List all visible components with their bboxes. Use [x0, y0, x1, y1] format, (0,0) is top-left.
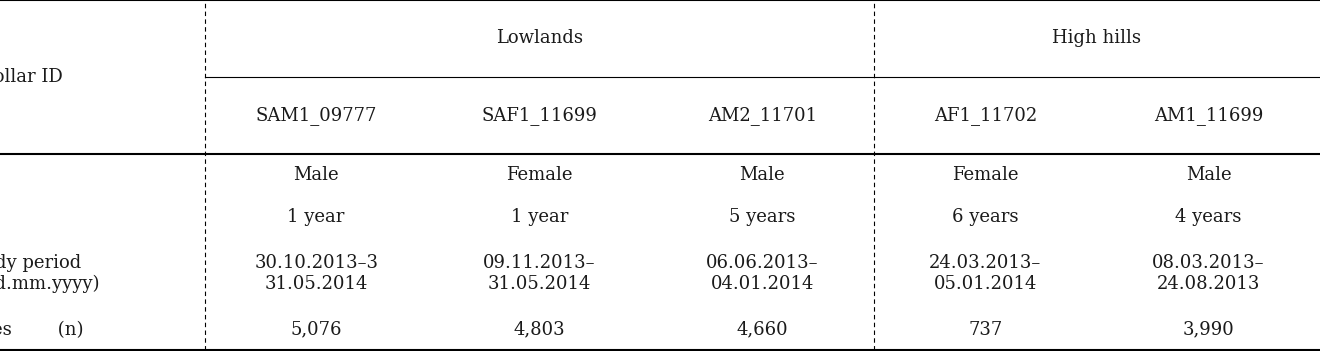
- Text: Female: Female: [952, 166, 1019, 184]
- Text: SAF1_11699: SAF1_11699: [482, 106, 597, 125]
- Text: Male: Male: [739, 166, 785, 184]
- Text: 08.03.2013–
24.08.2013: 08.03.2013– 24.08.2013: [1152, 254, 1265, 293]
- Text: 3,990: 3,990: [1183, 321, 1234, 339]
- Text: SAM1_09777: SAM1_09777: [256, 106, 376, 125]
- Text: 4,660: 4,660: [737, 321, 788, 339]
- Text: High hills: High hills: [1052, 29, 1142, 47]
- Text: 30.10.2013–3
31.05.2014: 30.10.2013–3 31.05.2014: [255, 254, 378, 293]
- Text: 4 years: 4 years: [1175, 208, 1242, 226]
- Text: AM1_11699: AM1_11699: [1154, 106, 1263, 125]
- Text: AF1_11702: AF1_11702: [933, 106, 1038, 125]
- Text: 5 years: 5 years: [729, 208, 796, 226]
- Text: 4,803: 4,803: [513, 321, 565, 339]
- Text: Female: Female: [506, 166, 573, 184]
- Text: Male: Male: [293, 166, 339, 184]
- Text: 6 years: 6 years: [952, 208, 1019, 226]
- Text: Lowlands: Lowlands: [496, 29, 582, 47]
- Text: 1 year: 1 year: [511, 208, 568, 226]
- Text: tudy period
(dd.mm.yyyy): tudy period (dd.mm.yyyy): [0, 254, 100, 293]
- Text: Male: Male: [1185, 166, 1232, 184]
- Text: 5,076: 5,076: [290, 321, 342, 339]
- Text: 1 year: 1 year: [288, 208, 345, 226]
- Text: 09.11.2013–
31.05.2014: 09.11.2013– 31.05.2014: [483, 254, 595, 293]
- Text: 737: 737: [969, 321, 1002, 339]
- Text: 06.06.2013–
04.01.2014: 06.06.2013– 04.01.2014: [706, 254, 818, 293]
- Text: 24.03.2013–
05.01.2014: 24.03.2013– 05.01.2014: [929, 254, 1041, 293]
- Text: ixes        (n): ixes (n): [0, 321, 83, 339]
- Text: AM2_11701: AM2_11701: [708, 106, 817, 125]
- Text: Collar ID: Collar ID: [0, 68, 63, 86]
